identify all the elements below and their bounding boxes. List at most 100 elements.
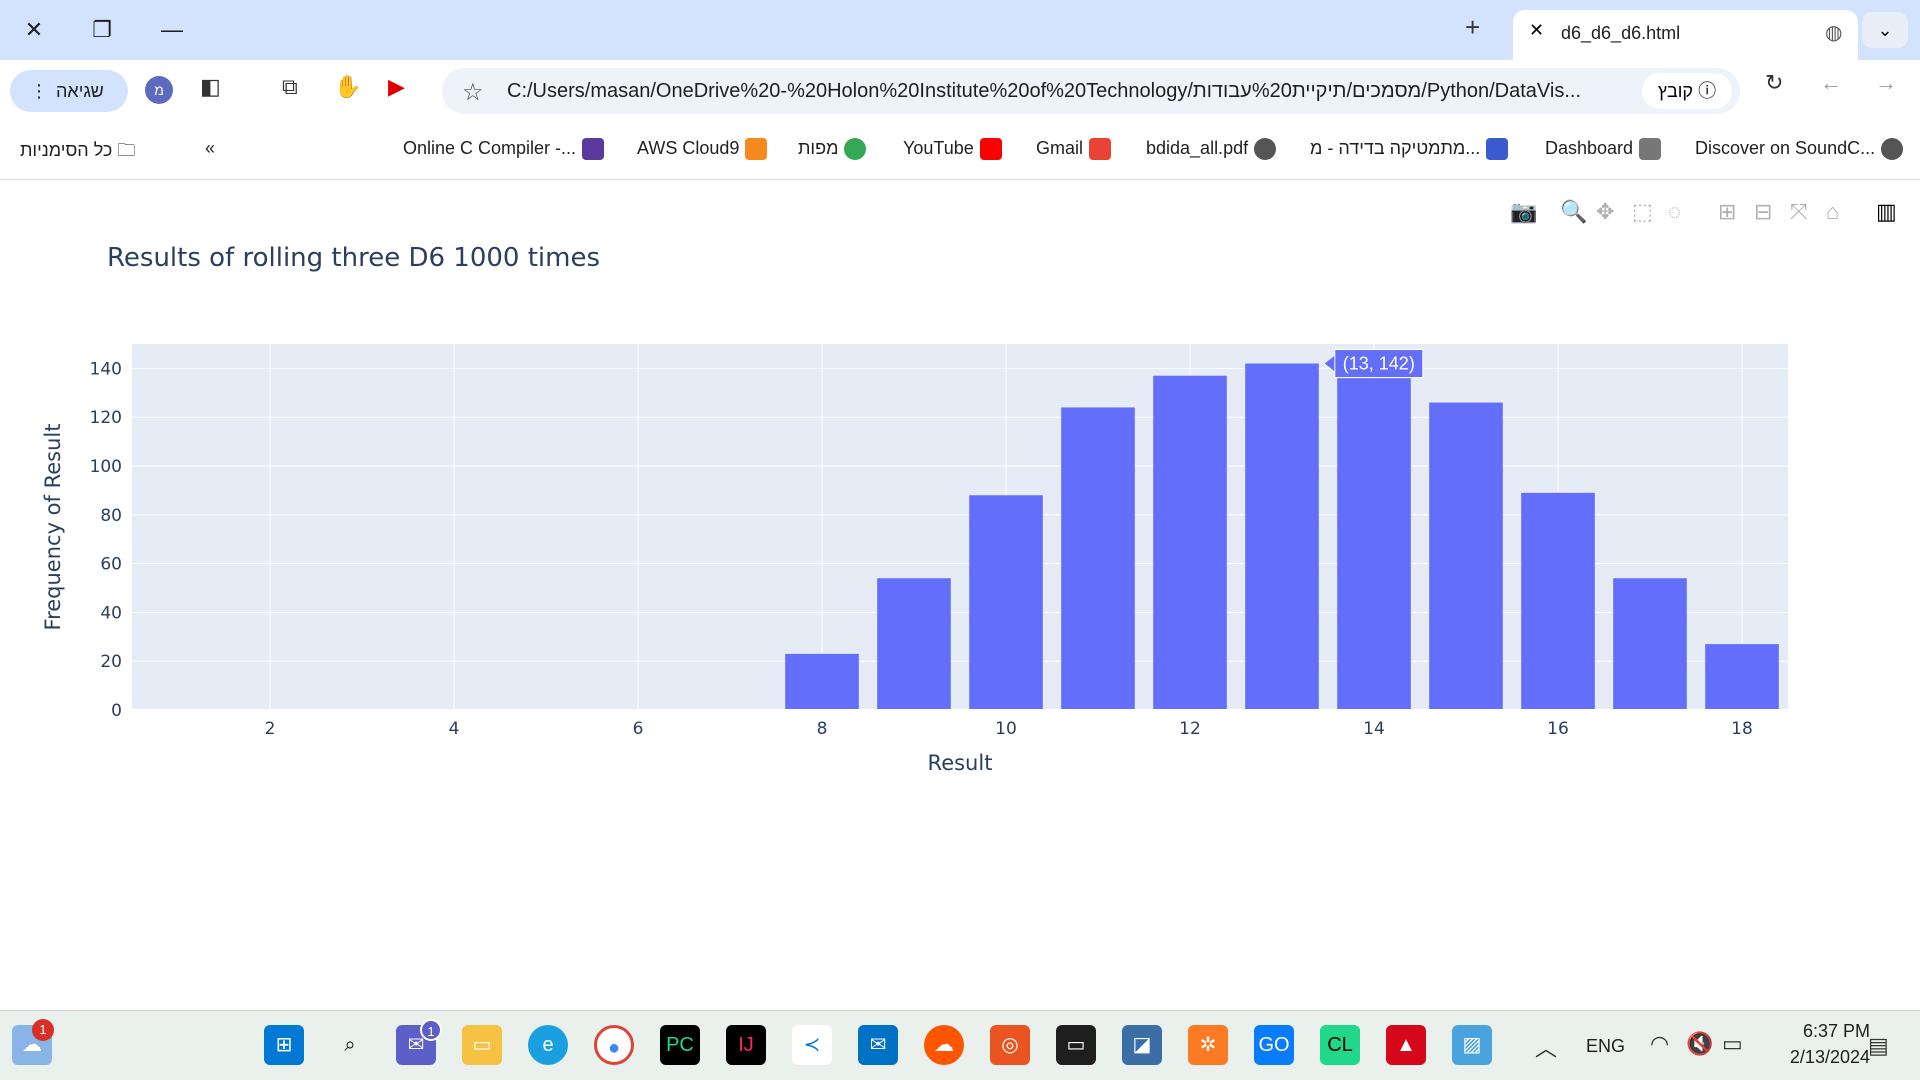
bookmark-youtube[interactable]: YouTube: [903, 138, 1008, 161]
active-tab[interactable]: ✕ d6_d6_d6.html ◍: [1513, 10, 1858, 60]
bookmark-bdida[interactable]: bdida_all.pdf: [1146, 138, 1282, 161]
photos-icon[interactable]: ▨: [1452, 1025, 1492, 1065]
error-button[interactable]: ⋮ שגיאה: [10, 70, 128, 112]
youtube-icon: [979, 138, 1002, 161]
bar: [1061, 407, 1135, 710]
back-icon[interactable]: ←: [1820, 70, 1842, 95]
autoscale-icon[interactable]: ⤧: [1790, 199, 1808, 224]
side-panel-icon[interactable]: ◧: [200, 74, 221, 99]
all-bookmarks-button[interactable]: כל הסימניות 🗀: [20, 138, 135, 168]
bookmark-gmail[interactable]: Gmail: [1036, 138, 1117, 161]
plotly-page: 📷 🔍 ✥ ⬚ ◌ ⊞ ⊟ ⤧ ⌂ ▥ Results of rolling t…: [0, 181, 1920, 1011]
mysql-workbench-icon[interactable]: ◪: [1122, 1025, 1162, 1065]
zoom-out-icon[interactable]: ⊟: [1754, 199, 1773, 224]
tray-overflow-icon[interactable]: ︿: [1535, 1036, 1558, 1061]
bar: [1429, 402, 1503, 710]
tooltip-pointer: [1324, 355, 1335, 372]
acrobat-icon[interactable]: ▲: [1386, 1025, 1426, 1065]
adblock-extension-icon[interactable]: ✋: [334, 74, 362, 99]
bookmark-label: bdida_all.pdf: [1146, 138, 1249, 158]
y-tick-label: 80: [100, 506, 122, 526]
battery-icon[interactable]: ▭: [1722, 1031, 1743, 1056]
bookmark-maps[interactable]: מפות: [798, 138, 872, 161]
maps-pin-icon: [844, 138, 867, 161]
minimize-window-icon[interactable]: —: [161, 17, 183, 42]
globe-icon: [1881, 138, 1904, 161]
address-bar[interactable]: ☆ C:/Users/masan/OneDrive%20-%20Holon%20…: [442, 68, 1740, 114]
x-tick-label: 6: [633, 719, 644, 739]
zoom-icon[interactable]: 🔍: [1560, 199, 1588, 224]
bookmark-online-c[interactable]: Online C Compiler -...: [403, 138, 610, 161]
y-tick-label: 0: [111, 701, 122, 721]
bookmark-aws[interactable]: AWS Cloud9: [637, 138, 773, 161]
weather-icon[interactable]: ☁: [12, 1025, 52, 1065]
globe-icon: ◍: [1825, 22, 1843, 44]
plot-background: [132, 344, 1788, 710]
ubuntu-icon[interactable]: ◎: [990, 1025, 1030, 1065]
file-explorer-icon[interactable]: ▭: [462, 1025, 502, 1065]
browser-toolbar: ⋮ שגיאה מ ◧ ⧉ ✋ ▶ ☆ C:/Users/masan/OneDri…: [0, 60, 1920, 118]
start-icon[interactable]: ⊞: [264, 1025, 304, 1065]
mail-icon[interactable]: ✉: [858, 1025, 898, 1065]
bookmarks-bar: כל הסימניות 🗀 « Online C Compiler -... A…: [0, 118, 1920, 180]
chrome-icon[interactable]: ●: [594, 1025, 634, 1065]
x-tick-label: 10: [995, 719, 1017, 739]
globe-icon: [1254, 138, 1277, 161]
wifi-icon[interactable]: ◠: [1650, 1031, 1670, 1056]
speaker-muted-icon[interactable]: 🔇: [1686, 1031, 1714, 1056]
x-tick-label: 2: [265, 719, 276, 739]
search-icon[interactable]: ⌕: [344, 1034, 356, 1056]
pycharm-icon[interactable]: PC: [660, 1025, 700, 1065]
dashboard-icon: [1639, 138, 1662, 161]
gmail-icon: [1089, 138, 1112, 161]
profile-avatar[interactable]: מ: [145, 76, 173, 104]
clock-time[interactable]: 6:37 PM: [1802, 1021, 1870, 1041]
bookmark-soundcloud[interactable]: Discover on SoundC...: [1695, 138, 1909, 161]
weather-badge: 1: [32, 1019, 54, 1041]
tooltip-text: (13, 142): [1343, 354, 1415, 374]
intellij-icon[interactable]: IJ: [726, 1025, 766, 1065]
youtube-extension-icon[interactable]: ▶: [388, 74, 405, 99]
language-indicator[interactable]: ENG: [1586, 1036, 1626, 1056]
bookmark-dashboard[interactable]: Dashboard: [1545, 138, 1667, 161]
aws-icon: [745, 138, 768, 161]
notification-icon[interactable]: ▤: [1868, 1033, 1889, 1058]
y-tick-label: 20: [100, 652, 122, 672]
goland-icon[interactable]: GO: [1254, 1025, 1294, 1065]
bookmark-label: YouTube: [903, 138, 974, 158]
lasso-select-icon[interactable]: ◌: [1668, 199, 1682, 224]
online-c-icon: [582, 138, 605, 161]
zoom-in-icon[interactable]: ⊞: [1718, 199, 1737, 224]
url-text[interactable]: C:/Users/masan/OneDrive%20-%20Holon%20In…: [507, 80, 1582, 102]
soundcloud-icon[interactable]: ☁: [924, 1025, 964, 1065]
bookmark-label: Dashboard: [1545, 138, 1634, 158]
terminal-icon[interactable]: ▭: [1056, 1025, 1096, 1065]
bookmark-star-icon[interactable]: ☆: [462, 79, 484, 106]
tab-search-button[interactable]: ⌄: [1862, 12, 1908, 48]
taskbar: ☁ 1 ⊞ ⌕ ✉ 1 ▭ e ● PC IJ ≺ ✉ ☁ ◎ ▭ ◪ ✲ GO…: [0, 1010, 1920, 1080]
tab-close-icon[interactable]: ✕: [1529, 20, 1545, 40]
reset-axes-icon[interactable]: ⌂: [1826, 199, 1840, 224]
bookmark-discrete-math[interactable]: מתמטיקה בדידה - מ...: [1310, 138, 1514, 161]
close-window-icon[interactable]: ✕: [24, 17, 44, 42]
site-info-chip[interactable]: קובץ ⓘ: [1642, 73, 1732, 109]
plotly-logo-icon[interactable]: ▥: [1876, 199, 1897, 224]
box-select-icon[interactable]: ⬚: [1632, 199, 1653, 224]
bookmark-label: AWS Cloud9: [637, 138, 740, 158]
clock-date[interactable]: 2/13/2024: [1789, 1047, 1870, 1067]
reload-icon[interactable]: ↻: [1765, 70, 1784, 95]
bookmarks-overflow-icon[interactable]: «: [205, 138, 216, 158]
chart-title: Results of rolling three D6 1000 times: [107, 243, 601, 273]
xampp-icon[interactable]: ✲: [1188, 1025, 1228, 1065]
bar: [969, 495, 1043, 710]
vscode-icon[interactable]: ≺: [792, 1025, 832, 1065]
new-tab-button[interactable]: +: [1465, 12, 1481, 42]
edge-icon[interactable]: e: [528, 1025, 568, 1065]
extensions-icon[interactable]: ⧉: [282, 74, 298, 99]
restore-window-icon[interactable]: ❐: [92, 17, 112, 42]
forward-icon[interactable]: →: [1875, 70, 1897, 95]
clion-icon[interactable]: CL: [1320, 1025, 1360, 1065]
bookmark-label: מפות: [798, 138, 839, 158]
pan-icon[interactable]: ✥: [1596, 199, 1615, 224]
camera-icon[interactable]: 📷: [1510, 199, 1538, 224]
